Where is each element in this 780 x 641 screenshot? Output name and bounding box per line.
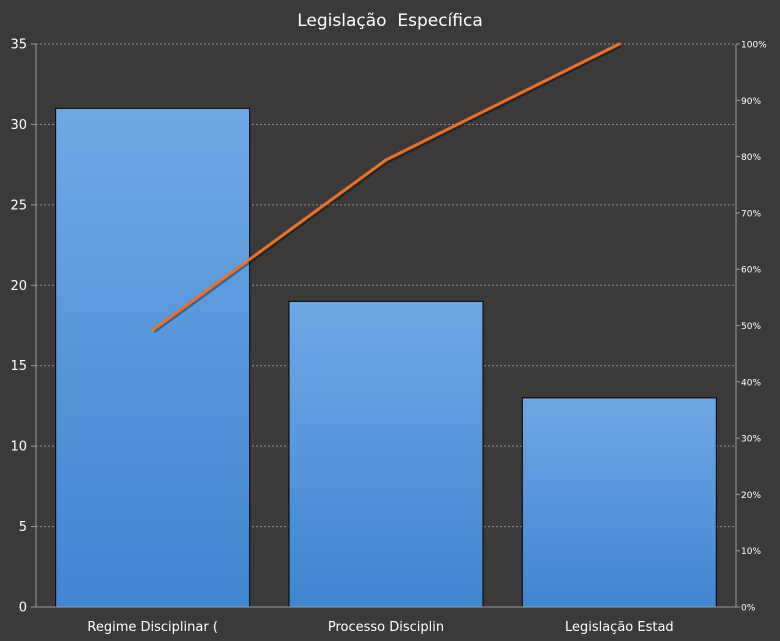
left-tick-label: 10 — [10, 440, 27, 455]
bar — [521, 397, 717, 608]
right-tick-label: 80% — [741, 153, 761, 163]
left-tick-label: 5 — [19, 520, 27, 535]
right-tick-label: 100% — [741, 41, 767, 51]
right-axis-tick-labels: 0% 10% 20% 30% 40% 50% 60% 70% 80% 90% 100% — [741, 41, 767, 614]
left-axis-tick-labels: 0 5 10 15 20 25 30 35 — [10, 38, 27, 616]
cumulative-line-series — [151, 42, 622, 334]
right-tick-label: 20% — [741, 491, 761, 501]
category-label: Legislação Estad — [565, 620, 674, 635]
category-labels: Regime Disciplinar ( Processo Disciplin Le… — [87, 620, 673, 635]
right-tick-label: 70% — [741, 209, 761, 219]
left-tick-label: 15 — [10, 359, 27, 374]
bar-series — [55, 107, 717, 608]
category-label: Processo Disciplin — [328, 620, 444, 635]
left-tick-label: 20 — [10, 279, 27, 294]
bar — [55, 107, 251, 608]
right-tick-label: 10% — [741, 547, 761, 557]
line-point — [151, 328, 155, 332]
bar — [288, 300, 484, 608]
left-tick-label: 25 — [10, 198, 27, 213]
right-tick-label: 60% — [741, 266, 761, 276]
left-tick-label: 35 — [10, 38, 27, 53]
right-tick-label: 30% — [741, 435, 761, 445]
right-tick-label: 0% — [741, 604, 756, 614]
right-tick-label: 40% — [741, 378, 761, 388]
right-tick-label: 90% — [741, 97, 761, 107]
line-point — [384, 158, 388, 162]
left-tick-label: 0 — [19, 601, 27, 616]
line-point — [617, 42, 621, 46]
chart-title: Legislação Específica — [297, 11, 483, 31]
right-tick-label: 50% — [741, 322, 761, 332]
axes — [31, 43, 740, 608]
category-label: Regime Disciplinar ( — [87, 620, 218, 635]
left-tick-label: 30 — [10, 118, 27, 133]
